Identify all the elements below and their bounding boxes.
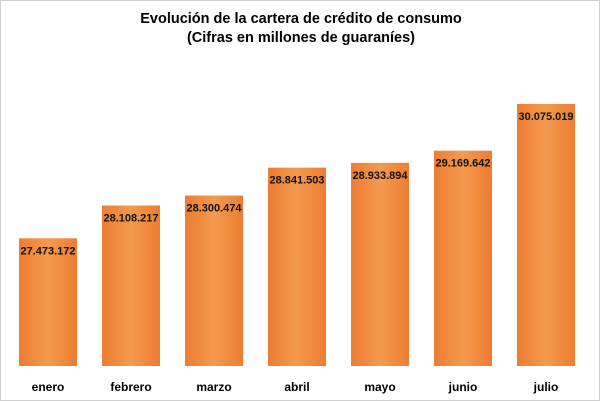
data-label-julio: 30.075.019 [518,111,573,123]
bar-mayo [351,162,409,366]
x-tick-label-abril: abril [284,380,309,394]
data-label-junio: 29.169.642 [435,158,490,170]
x-tick-label-febrero: febrero [110,380,151,394]
bar-junio [434,150,492,366]
chart-title: Evolución de la cartera de crédito de co… [140,11,462,27]
x-tick-label-marzo: marzo [196,380,231,394]
data-label-enero: 27.473.172 [20,245,75,257]
data-label-marzo: 28.300.474 [186,203,242,215]
data-label-febrero: 28.108.217 [103,213,158,225]
bar-febrero [102,205,160,366]
bar-enero [19,238,77,366]
data-label-mayo: 28.933.894 [352,170,408,182]
bar-marzo [185,195,243,366]
bars-group: 27.473.172 enero 28.108.217 febrero 28.300.4… [19,103,575,394]
chart-title-block: Evolución de la cartera de crédito de co… [1,10,600,48]
x-tick-label-julio: julio [533,380,559,394]
x-tick-label-enero: enero [32,380,65,394]
x-tick-label-junio: junio [448,380,478,394]
chart-subtitle: (Cifras en millones de guaraníes) [186,30,416,46]
bar-julio [517,103,575,367]
data-label-abril: 28.841.503 [269,175,324,187]
bar-abril [268,167,326,366]
x-tick-label-mayo: mayo [364,380,395,394]
